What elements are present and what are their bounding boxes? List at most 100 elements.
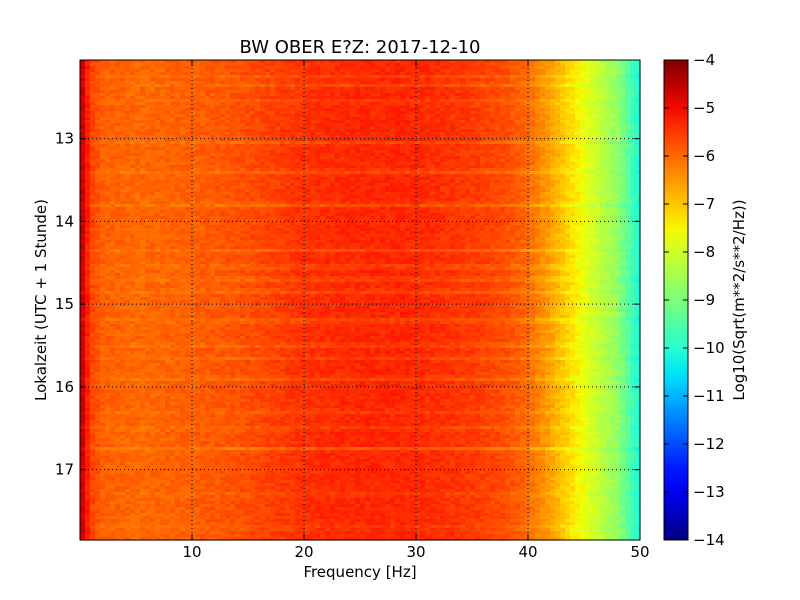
- heatmap-cell: [180, 192, 186, 196]
- heatmap-cell: [395, 144, 401, 148]
- heatmap-cell: [550, 108, 556, 112]
- heatmap-cell: [545, 144, 551, 148]
- heatmap-cell: [385, 135, 391, 139]
- heatmap-cell: [470, 177, 476, 181]
- heatmap-cell: [225, 87, 231, 91]
- heatmap-cell: [120, 87, 126, 91]
- heatmap-cell: [285, 147, 291, 151]
- heatmap-cell: [390, 66, 396, 70]
- heatmap-cell: [115, 177, 121, 181]
- heatmap-cell: [215, 102, 221, 106]
- heatmap-cell: [400, 165, 406, 169]
- heatmap-cell: [225, 93, 231, 97]
- heatmap-cell: [330, 60, 336, 64]
- heatmap-cell: [580, 111, 586, 115]
- heatmap-cell: [435, 144, 441, 148]
- heatmap-cell: [80, 60, 86, 64]
- heatmap-cell: [300, 84, 306, 88]
- heatmap-cell: [475, 186, 481, 190]
- heatmap-cell: [170, 105, 176, 109]
- heatmap-cell: [415, 117, 421, 121]
- heatmap-cell: [505, 168, 511, 172]
- heatmap-cell: [140, 132, 146, 136]
- heatmap-cell: [460, 174, 466, 178]
- heatmap-cell: [455, 81, 461, 85]
- heatmap-cell: [595, 183, 601, 187]
- heatmap-cell: [405, 156, 411, 160]
- heatmap-cell: [215, 99, 221, 103]
- heatmap-cell: [345, 120, 351, 124]
- heatmap-cell: [405, 144, 411, 148]
- heatmap-cell: [380, 120, 386, 124]
- heatmap-cell: [585, 171, 591, 175]
- heatmap-cell: [205, 99, 211, 103]
- heatmap-cell: [85, 84, 91, 88]
- heatmap-cell: [355, 189, 361, 193]
- heatmap-cell: [120, 132, 126, 136]
- heatmap-cell: [200, 144, 206, 148]
- heatmap-cell: [165, 81, 171, 85]
- heatmap-cell: [125, 138, 131, 142]
- heatmap-cell: [365, 189, 371, 193]
- heatmap-cell: [610, 153, 616, 157]
- heatmap-cell: [440, 96, 446, 100]
- heatmap-cell: [405, 90, 411, 94]
- heatmap-cell: [520, 78, 526, 82]
- heatmap-cell: [215, 177, 221, 181]
- heatmap-cell: [605, 180, 611, 184]
- heatmap-cell: [85, 150, 91, 154]
- heatmap-cell: [250, 84, 256, 88]
- heatmap-cell: [125, 132, 131, 136]
- heatmap-cell: [490, 108, 496, 112]
- heatmap-cell: [125, 159, 131, 163]
- heatmap-cell: [275, 156, 281, 160]
- heatmap-cell: [630, 111, 636, 115]
- heatmap-cell: [620, 129, 626, 133]
- heatmap-cell: [100, 156, 106, 160]
- heatmap-cell: [570, 168, 576, 172]
- heatmap-cell: [135, 93, 141, 97]
- heatmap-cell: [580, 69, 586, 73]
- heatmap-cell: [190, 135, 196, 139]
- heatmap-cell: [235, 87, 241, 91]
- heatmap-cell: [310, 117, 316, 121]
- heatmap-cell: [475, 141, 481, 145]
- heatmap-cell: [385, 153, 391, 157]
- heatmap-cell: [160, 135, 166, 139]
- heatmap-cell: [395, 171, 401, 175]
- heatmap-cell: [290, 69, 296, 73]
- heatmap-cell: [560, 78, 566, 82]
- heatmap-cell: [575, 75, 581, 79]
- heatmap-cell: [410, 189, 416, 193]
- heatmap-cell: [130, 99, 136, 103]
- heatmap-cell: [125, 171, 131, 175]
- heatmap-cell: [445, 72, 451, 76]
- heatmap-cell: [195, 78, 201, 82]
- heatmap-cell: [80, 81, 86, 85]
- heatmap-cell: [505, 189, 511, 193]
- heatmap-cell: [190, 81, 196, 85]
- heatmap-cell: [340, 78, 346, 82]
- heatmap-cell: [240, 183, 246, 187]
- heatmap-cell: [620, 180, 626, 184]
- heatmap-cell: [520, 168, 526, 172]
- heatmap-cell: [200, 192, 206, 196]
- heatmap-cell: [100, 87, 106, 91]
- heatmap-cell: [190, 156, 196, 160]
- heatmap-cell: [505, 69, 511, 73]
- heatmap-cell: [475, 153, 481, 157]
- heatmap-cell: [415, 153, 421, 157]
- heatmap-cell: [630, 99, 636, 103]
- heatmap-cell: [185, 141, 191, 145]
- heatmap-cell: [180, 186, 186, 190]
- heatmap-cell: [410, 156, 416, 160]
- heatmap-cell: [620, 126, 626, 130]
- heatmap-cell: [215, 186, 221, 190]
- heatmap-cell: [330, 84, 336, 88]
- heatmap-cell: [400, 99, 406, 103]
- heatmap-cell: [490, 150, 496, 154]
- heatmap-cell: [375, 69, 381, 73]
- heatmap-cell: [245, 153, 251, 157]
- heatmap-cell: [350, 90, 356, 94]
- heatmap-cell: [150, 72, 156, 76]
